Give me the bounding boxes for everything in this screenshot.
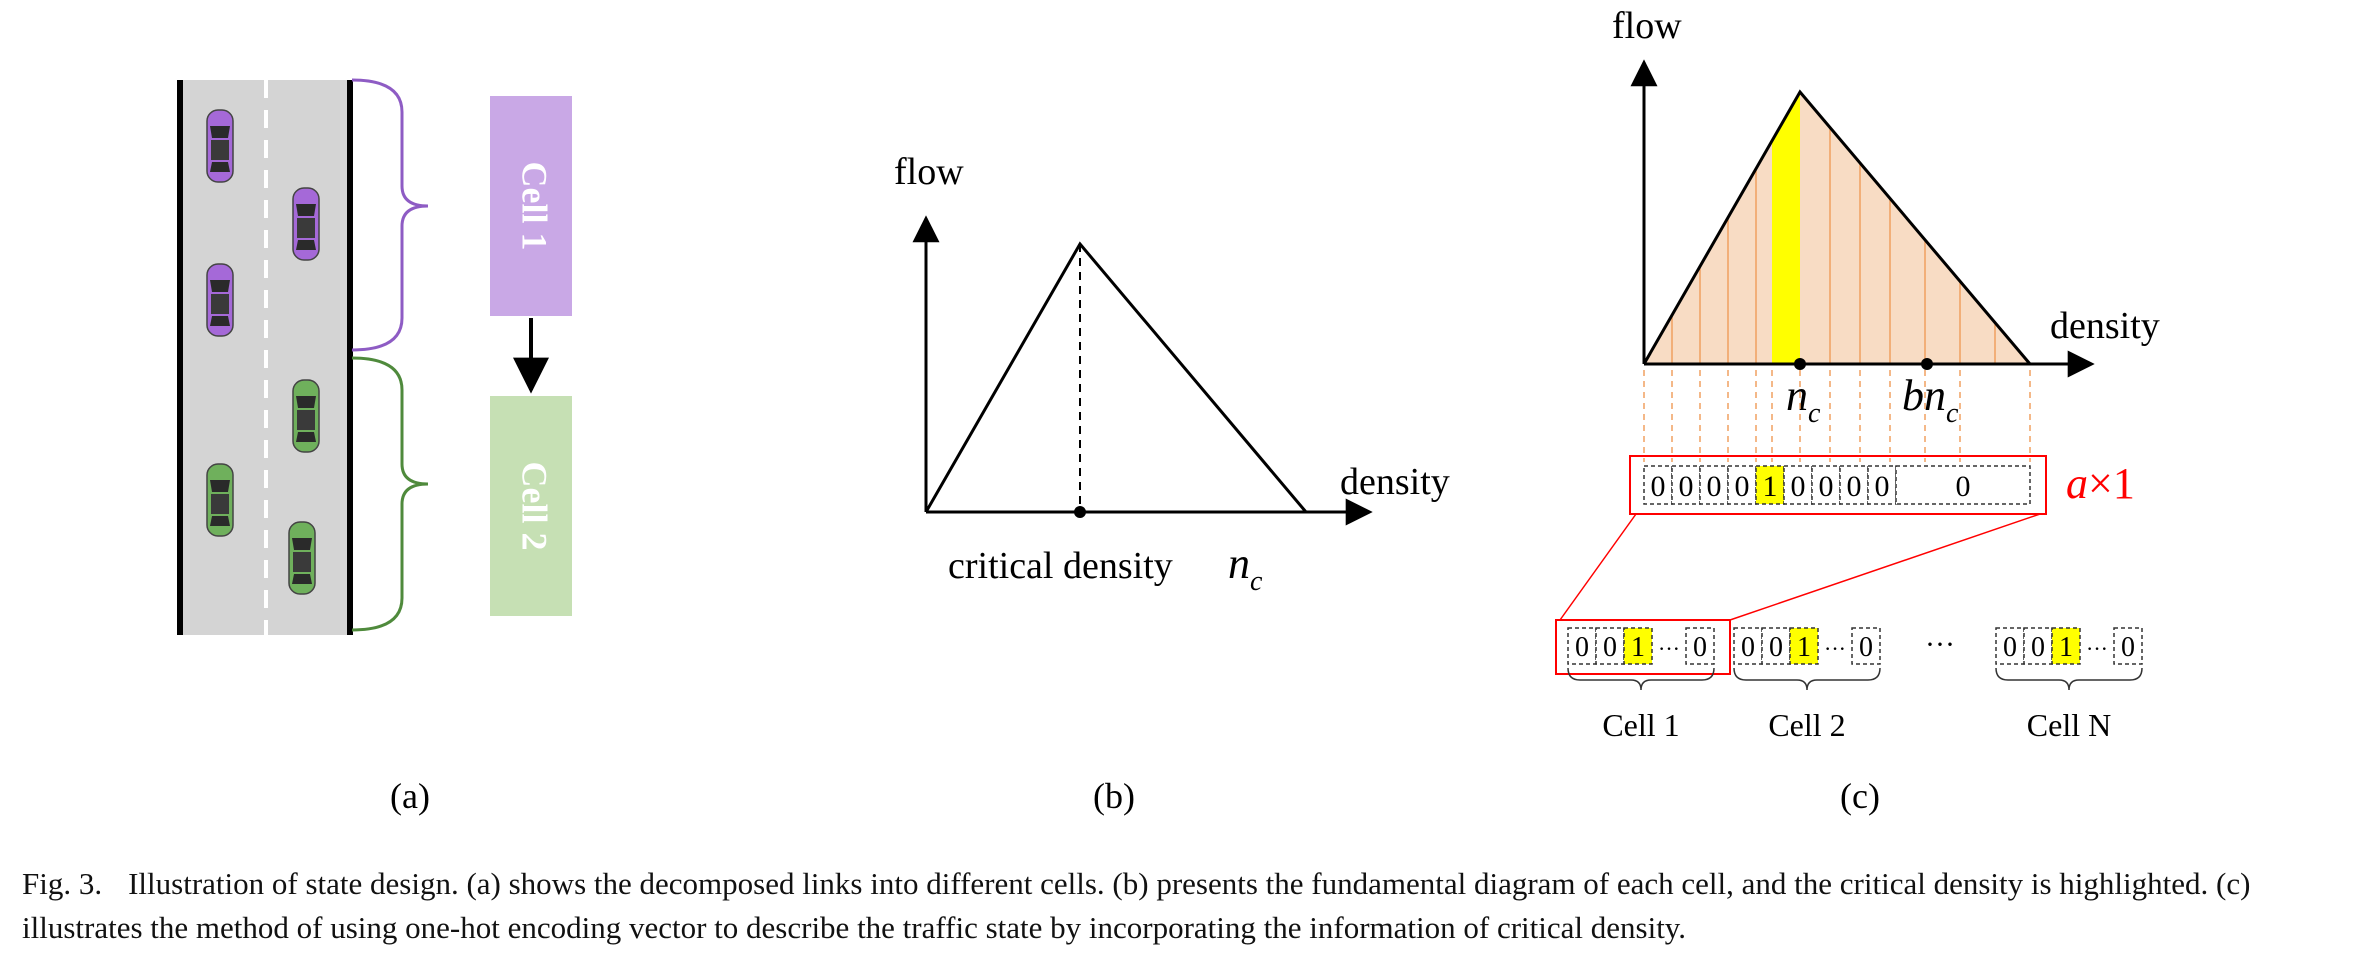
vector-size-label: a×1	[2066, 459, 2135, 508]
cell-vector-value: ···	[2086, 636, 2108, 661]
cell-vector-label: Cell 2	[1768, 707, 1845, 743]
cell-vector-value: 0	[2003, 632, 2017, 663]
vector-slot	[1755, 465, 1785, 505]
critical-density-label: critical density	[948, 545, 1173, 587]
vector-value: 0	[1651, 470, 1666, 503]
panel-c-y-label: flow	[1612, 5, 1682, 47]
critical-density-symbol: nc	[1786, 371, 1821, 429]
cell-vector-value: 0	[1575, 632, 1589, 663]
vector-value: 0	[1956, 470, 1971, 503]
vector-slot	[1839, 465, 1869, 505]
cell-vector-value: ···	[1658, 636, 1680, 661]
critical-density-point	[1794, 358, 1806, 370]
vector-value: 0	[1679, 470, 1694, 503]
zoomed-cell-frame	[1555, 619, 1731, 675]
critical-density-point	[1074, 506, 1086, 518]
caption-text: Illustration of state design. (a) shows …	[22, 866, 2251, 945]
vector-value: 0	[1875, 470, 1890, 503]
cell-vector-value: 0	[2031, 632, 2045, 663]
cell-vector-slot	[1789, 627, 1819, 665]
cell-1-box	[490, 96, 572, 316]
panel-b-sublabel: (b)	[1093, 776, 1135, 816]
cell-vector-slot	[1685, 627, 1715, 665]
cell-to-vector-guides	[1643, 370, 2031, 462]
panel-a: Cell 1 Cell 2 (a)	[177, 78, 572, 816]
vector-value: 0	[1707, 470, 1722, 503]
panel-c-sublabel: (c)	[1840, 776, 1880, 816]
cell-vector-value: 0	[1693, 632, 1707, 663]
jam-density-point	[1921, 358, 1933, 370]
cell-vector-label: Cell N	[2027, 707, 2111, 743]
zoom-line-right	[1729, 513, 2041, 621]
vector-value: 0	[1735, 470, 1750, 503]
cell-vector-value: 0	[2121, 632, 2135, 663]
cell-vector-slot	[1623, 627, 1653, 665]
vector-slot	[1699, 465, 1729, 505]
cell-vector-value: 0	[1741, 632, 1755, 663]
cell-vector-slot	[1761, 627, 1791, 665]
car-icon	[206, 263, 234, 337]
cell-2-box	[490, 396, 572, 616]
cell-vector-label: Cell 1	[1602, 707, 1679, 743]
critical-cell-highlight	[1772, 92, 1800, 364]
panel-c-diagram-curve	[1642, 89, 2032, 365]
vector-slot	[1643, 465, 1673, 505]
cell-vector-value: 1	[1631, 632, 1645, 663]
vector-slot	[1727, 465, 1757, 505]
cell-vector-slot	[2023, 627, 2053, 665]
vector-value: 1	[1763, 470, 1778, 503]
cell-vector-value: 0	[1603, 632, 1617, 663]
figure-caption: Fig. 3. Illustration of state design. (a)…	[22, 862, 2352, 950]
panel-b-y-label: flow	[894, 151, 964, 193]
cell-vector-slot	[1733, 627, 1763, 665]
density-cell-stripes	[1671, 127, 1996, 364]
panel-c-x-label: density	[2050, 305, 2160, 347]
vector-slot	[1783, 465, 1813, 505]
cell-vector-value: 1	[1797, 632, 1811, 663]
zoom-line-left	[1559, 513, 1637, 621]
car-icon	[292, 379, 320, 453]
vector-slot	[1811, 465, 1841, 505]
vector-slot	[1895, 465, 2031, 505]
cell-1-brace	[351, 78, 429, 352]
jam-density-symbol: bnc	[1902, 371, 1959, 429]
cell-vector-slot	[1567, 627, 1597, 665]
cell-vector-slot	[1851, 627, 1881, 665]
cell-vector-value: 0	[1859, 632, 1873, 663]
cell-2-brace	[351, 356, 429, 632]
panel-b: flow density critical density nc (b)	[894, 151, 1450, 816]
panel-b-x-label: density	[1340, 461, 1450, 503]
cell-vector-brace	[1733, 667, 1881, 691]
car-icon	[206, 109, 234, 183]
fundamental-diagram-area	[1644, 92, 2030, 364]
vector-value: 0	[1847, 470, 1862, 503]
state-vector-frame	[1629, 455, 2047, 515]
vector-value: 0	[1819, 470, 1834, 503]
cell-vector-value: 0	[1769, 632, 1783, 663]
critical-density-symbol: nc	[1228, 539, 1263, 597]
car-icon	[292, 187, 320, 261]
cell-vector-slot	[1995, 627, 2025, 665]
vector-slot	[1867, 465, 1897, 505]
fundamental-diagram-curve	[924, 241, 1308, 513]
car-icon	[206, 463, 234, 537]
cell-vector-value: ···	[1824, 636, 1846, 661]
cell-vector-brace	[1995, 667, 2143, 691]
panel-a-sublabel: (a)	[390, 776, 430, 816]
cell-1-label: Cell 1	[515, 162, 555, 251]
figure-label: Fig. 3.	[22, 866, 103, 901]
cell-vector-slot	[2113, 627, 2143, 665]
cell-vector-brace	[1567, 667, 1715, 691]
car-icon	[288, 521, 316, 595]
cell-vector-slot	[2051, 627, 2081, 665]
cell-2-label: Cell 2	[515, 462, 555, 551]
vector-slot	[1671, 465, 1701, 505]
cells-ellipsis: ···	[1925, 628, 1955, 661]
vector-value: 0	[1791, 470, 1806, 503]
cell-vector-value: 1	[2059, 632, 2073, 663]
